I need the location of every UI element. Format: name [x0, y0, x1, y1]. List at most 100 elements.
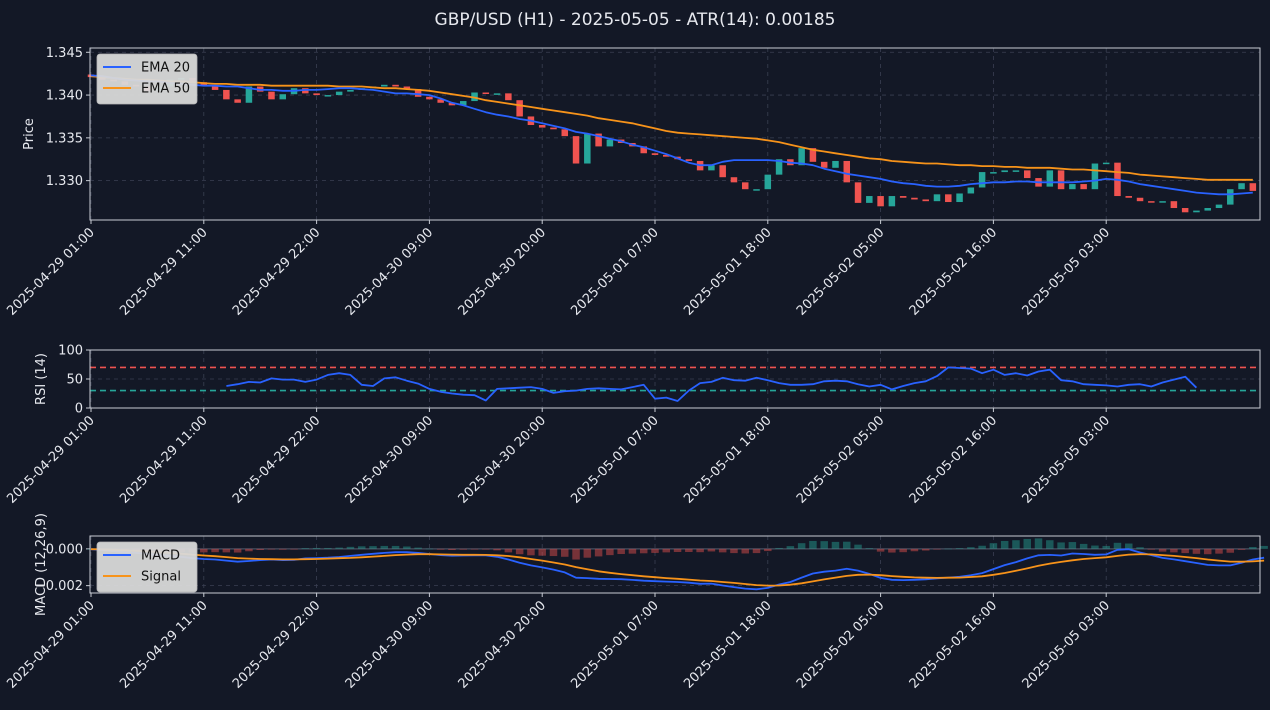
macd-xtick-label: 2025-05-02 16:00 [907, 598, 1000, 691]
macd-histogram-bar [459, 548, 467, 550]
price-candle [234, 99, 241, 103]
price-candle [911, 197, 918, 200]
price-xtick-label: 2025-04-29 01:00 [4, 225, 97, 318]
macd-histogram-bar [651, 548, 659, 553]
macd-histogram-bar [515, 548, 524, 555]
macd-histogram-bar [933, 548, 941, 550]
macd-histogram-bar [211, 548, 219, 553]
price-candle [1080, 184, 1087, 190]
ema50-line [90, 75, 1253, 181]
price-candle [854, 182, 862, 203]
price-xtick-label: 2025-05-02 16:00 [907, 225, 1000, 318]
macd-xtick-label: 2025-05-05 03:00 [1020, 598, 1113, 691]
macd-histogram-bar [1260, 545, 1268, 549]
price-candle [572, 136, 580, 164]
macd-histogram-bar [403, 546, 411, 549]
price-candle [414, 89, 422, 97]
price-candle [1227, 189, 1234, 205]
price-ytick-label: 1.335 [46, 131, 83, 146]
price-candle [1193, 210, 1200, 213]
macd-ytick-label: 0.000 [46, 542, 83, 557]
macd-histogram-bar [809, 540, 817, 549]
macd-histogram-bar [1249, 547, 1257, 549]
rsi-ytick-label: 50 [66, 373, 83, 388]
macd-histogram-bar [944, 548, 953, 550]
macd-histogram-bar [470, 548, 479, 550]
macd-histogram-bar [707, 548, 716, 552]
macd-histogram-bar [1068, 542, 1077, 549]
signal-line [90, 548, 1265, 587]
macd-histogram-bar [1203, 548, 1212, 555]
macd-histogram-bar [910, 548, 919, 552]
price-candle [279, 94, 287, 100]
macd-histogram-bar [594, 548, 603, 557]
price-candle [403, 86, 411, 90]
macd-histogram-bar [854, 544, 862, 549]
macd-histogram-bar [696, 548, 704, 553]
macd-histogram-bar [1102, 545, 1110, 549]
price-candle [877, 196, 884, 207]
price-candle [448, 102, 456, 106]
price-candle [719, 165, 726, 178]
macd-histogram-bar [346, 546, 355, 549]
price-candle [820, 161, 828, 168]
macd-histogram-bar [730, 548, 738, 554]
price-candle [1001, 170, 1008, 173]
macd-histogram-bar [673, 548, 682, 552]
macd-histogram-bar [267, 548, 276, 550]
macd-histogram-bar [1136, 547, 1144, 549]
rsi-xtick-label: 2025-05-02 16:00 [907, 413, 1000, 506]
price-candle [741, 182, 749, 190]
macd-histogram-bar [233, 548, 242, 553]
rsi-xtick-label: 2025-04-30 09:00 [343, 413, 436, 506]
macd-histogram-bar [335, 547, 343, 549]
price-candle [945, 194, 952, 203]
price-xtick-label: 2025-04-30 09:00 [343, 225, 436, 318]
price-candle [1136, 197, 1144, 202]
macd-histogram-bar [741, 548, 749, 554]
macd-histogram-bar [312, 547, 321, 549]
macd-histogram-bar [978, 545, 986, 549]
price-candle [978, 172, 986, 188]
rsi-ytick-label: 100 [58, 344, 83, 359]
price-candle [1181, 208, 1189, 213]
macd-histogram-bar [718, 548, 727, 553]
price-candle [1159, 201, 1166, 203]
price-legend-label: EMA 20 [141, 61, 190, 76]
macd-histogram-bar [1170, 548, 1178, 553]
macd-histogram-bar [752, 548, 761, 554]
price-candle [1091, 163, 1099, 190]
rsi-xtick-label: 2025-05-05 03:00 [1020, 413, 1113, 506]
macd-histogram-bar [391, 545, 400, 549]
macd-xtick-label: 2025-05-02 05:00 [794, 598, 887, 691]
price-candle [922, 199, 929, 202]
macd-xtick-label: 2025-04-29 01:00 [4, 598, 97, 691]
macd-histogram-bar [797, 543, 806, 549]
price-candle [1125, 196, 1133, 198]
price-candle [550, 127, 557, 130]
macd-histogram-bar [967, 547, 975, 549]
macd-histogram-bar [1158, 548, 1167, 552]
rsi-xtick-label: 2025-04-29 22:00 [230, 413, 323, 506]
price-candle [956, 193, 963, 203]
price-candle [584, 133, 591, 164]
price-candle [268, 91, 275, 100]
price-candle [832, 160, 839, 168]
macd-histogram-bar [1034, 538, 1043, 549]
price-ytick-label: 1.330 [46, 174, 83, 189]
macd-histogram-bar [1237, 548, 1246, 550]
price-candle [381, 84, 388, 87]
price-candle [459, 101, 467, 106]
macd-histogram-bar [685, 548, 693, 552]
macd-histogram-bar [561, 548, 569, 557]
price-candle [1215, 204, 1223, 209]
price-xtick-label: 2025-05-01 18:00 [681, 225, 774, 318]
price-ytick-label: 1.345 [46, 46, 83, 61]
price-candle [392, 84, 399, 87]
price-candle [426, 96, 433, 100]
price-candle [1249, 183, 1257, 191]
chart-title: GBP/USD (H1) - 2025-05-05 - ATR(14): 0.0… [435, 10, 836, 30]
